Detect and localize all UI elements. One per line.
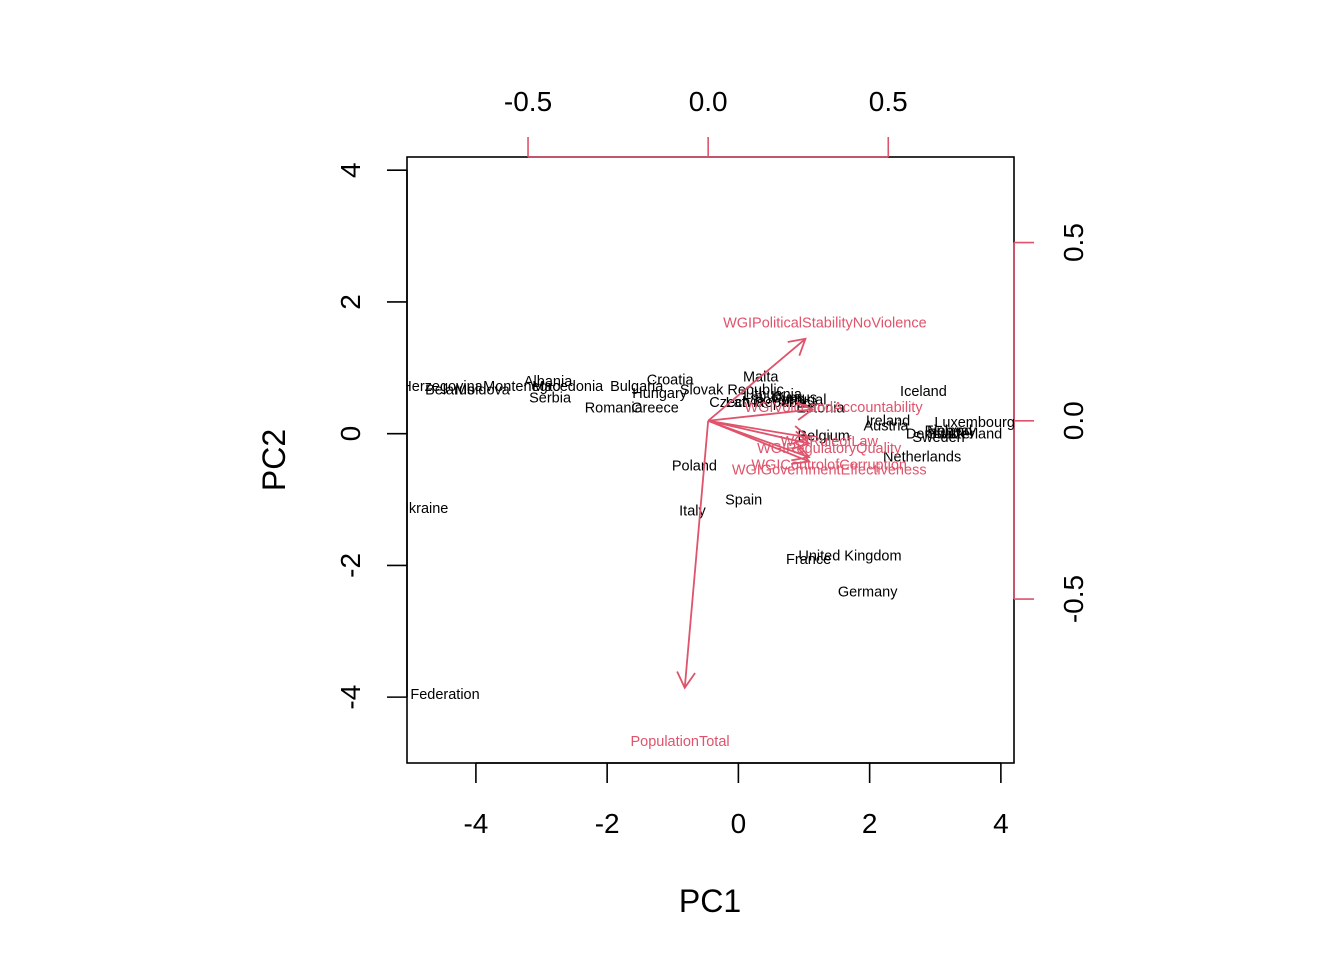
right-tick-label: -0.5: [1058, 575, 1089, 623]
observation-label: Sweden: [912, 430, 964, 446]
loading-arrow: [708, 419, 810, 439]
observation-label: Ireland: [866, 413, 910, 429]
observation-label: Serbia: [529, 390, 572, 406]
x-tick-label: -4: [463, 808, 488, 839]
loading-arrowhead: [791, 446, 811, 465]
x-tick-label: 0: [731, 808, 747, 839]
y-tick-label: 2: [335, 294, 366, 310]
observation-label: Iceland: [900, 384, 947, 400]
loading-arrowhead: [676, 671, 696, 690]
loading-arrow: [708, 408, 813, 422]
loading-arrowhead: [791, 430, 811, 450]
loading-arrow: [707, 419, 810, 463]
observation-label: Belgium: [798, 429, 850, 445]
observation-label: United Kingdom: [798, 549, 901, 565]
observation-label: France: [786, 552, 831, 568]
observation-label: Spain: [725, 493, 762, 509]
loading-arrowhead: [791, 442, 811, 462]
bottom-axis: -4 -2 0 2 4: [463, 762, 1009, 839]
observation-labels: Bosnia and HerzegovinaBelarusMoldovaMont…: [325, 369, 1015, 703]
loading-arrow: [683, 420, 710, 688]
loading-arrowhead: [795, 401, 815, 421]
observation-label: Switzerland: [927, 427, 1002, 443]
observation-label: Greece: [631, 400, 679, 416]
observation-label: Bosnia and Herzegovina: [325, 379, 484, 395]
loading-label: WGIGovernmentEffectiveness: [732, 463, 927, 479]
loading-label: WGIPoliticalStabilityNoViolence: [723, 315, 927, 331]
left-axis: -4 -2 0 2 4: [335, 162, 408, 710]
observation-label: Portugal: [772, 392, 826, 408]
y-tick-label: 4: [335, 162, 366, 178]
loading-label: WGIVoiceandAccountability: [744, 400, 923, 416]
loading-arrow: [707, 338, 807, 422]
observation-label: Germany: [838, 585, 898, 601]
observation-label: Norway: [927, 423, 977, 439]
observation-label: Montenegro: [483, 379, 560, 395]
y-tick-label: -4: [335, 685, 366, 710]
y-axis-title: PC2: [256, 429, 292, 491]
observation-label: Slovak Republic: [680, 383, 784, 399]
top-axis: -0.5 0.0 0.5: [504, 86, 908, 158]
y-tick-label: 0: [335, 426, 366, 442]
observation-label: Russian Federation: [354, 687, 480, 703]
loading-label: PopulationTotal: [630, 734, 729, 750]
loading-labels: WGIPoliticalStabilityNoViolence WGIVoicea…: [630, 315, 926, 750]
top-tick-label: -0.5: [504, 86, 552, 117]
top-tick-label: 0.5: [869, 86, 908, 117]
loading-label: WGIRuleofLaw: [780, 434, 878, 450]
observation-label: Belarus: [425, 383, 474, 399]
x-tick-label: 2: [862, 808, 878, 839]
observation-label: Finland: [925, 423, 973, 439]
observation-label: Italy: [679, 504, 706, 520]
observation-label: Denmark: [906, 427, 966, 443]
observation-label: Croatia: [647, 373, 695, 389]
loading-label: WGIControlofCorruption: [751, 457, 907, 473]
y-tick-label: -2: [335, 553, 366, 578]
observation-label: Latvia: [726, 395, 766, 411]
observation-label: Hungary: [632, 386, 688, 402]
right-tick-label: 0.5: [1058, 223, 1089, 262]
loading-arrows: [676, 337, 815, 690]
x-tick-label: -2: [595, 808, 620, 839]
observation-label: Netherlands: [883, 450, 961, 466]
observation-label: Romania: [585, 400, 644, 416]
observation-label: Malta: [743, 369, 779, 385]
observation-label: Cyprus: [771, 390, 817, 406]
observation-label: Albania: [524, 374, 573, 390]
x-axis-title: PC1: [679, 883, 741, 919]
right-tick-label: 0.0: [1058, 401, 1089, 440]
loading-arrow: [707, 419, 810, 445]
observation-label: Ukraine: [398, 501, 448, 517]
observation-label: Moldova: [455, 383, 511, 399]
observation-label: Macedonia: [532, 379, 604, 395]
x-tick-label: 4: [993, 808, 1009, 839]
observation-label: Lithuania: [743, 387, 803, 403]
loading-label: WGIRegulatoryQuality: [757, 441, 902, 457]
observation-label: Luxembourg: [934, 415, 1015, 431]
loading-arrowhead: [787, 337, 807, 357]
observation-label: Austria: [863, 419, 909, 435]
observation-label: Bulgaria: [610, 379, 664, 395]
observation-label: Slovenia: [750, 392, 807, 408]
right-axis: -0.5 0.0 0.5: [1013, 223, 1089, 623]
top-tick-label: 0.0: [689, 86, 728, 117]
observation-label: Poland: [672, 458, 717, 474]
